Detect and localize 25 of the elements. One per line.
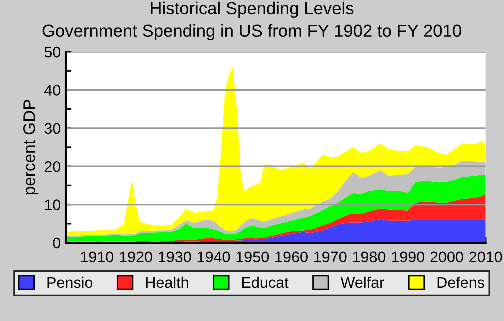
chart-title: Historical Spending Levels — [151, 2, 354, 18]
x-tick-label: 1930 — [159, 252, 192, 263]
x-tick-label: 1960 — [276, 252, 308, 263]
legend-label: Welfar — [340, 276, 384, 288]
y-tick-label: 0 — [53, 238, 61, 249]
y-tick-label: 40 — [44, 85, 61, 96]
x-tick-label: 1940 — [198, 252, 230, 263]
y-axis-title: percent GDP — [24, 100, 39, 195]
y-tick-label: 20 — [44, 161, 61, 172]
x-tick-label: 1970 — [314, 252, 347, 263]
x-tick-label: 1980 — [353, 252, 386, 263]
legend-label: Pensio — [48, 276, 93, 288]
y-tick-label: 30 — [44, 123, 61, 134]
y-tick-label: 10 — [45, 200, 61, 210]
x-tick-label: 1950 — [236, 252, 270, 263]
chart-subtitle: Government Spending in US from FY 1902 to FY 2010 — [42, 24, 462, 41]
legend-label: Defens — [438, 276, 484, 288]
x-tick-label: 1990 — [392, 252, 425, 263]
y-tick-label: 50 — [44, 46, 61, 58]
x-tick-label: 1920 — [120, 252, 152, 263]
legend-label: Educat — [242, 276, 289, 288]
x-tick-label: 2000 — [430, 252, 464, 263]
x-tick-label: 2010 — [470, 252, 502, 263]
legend-label: Health — [146, 276, 188, 288]
x-tick-label: 1910 — [81, 252, 114, 263]
